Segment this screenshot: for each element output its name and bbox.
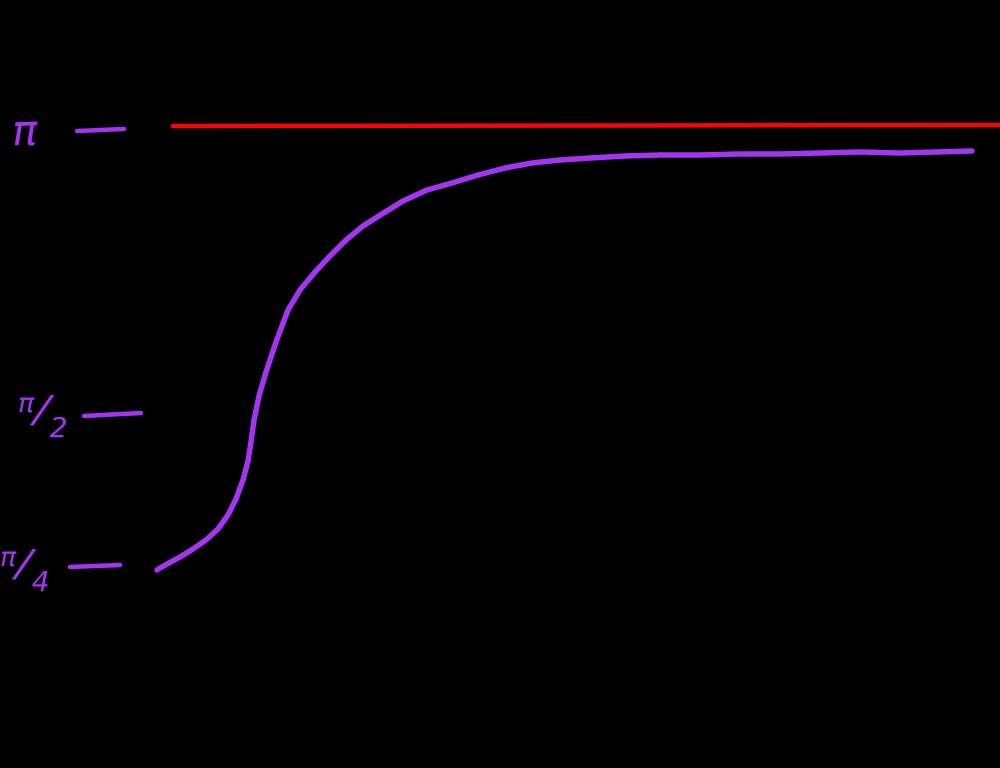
pi-over-4-numerator: π — [0, 542, 17, 573]
curve-polyline — [154, 148, 975, 573]
y-tick-label-pi-over-4: π / 4 — [0, 540, 50, 595]
pi-over-2-denominator: 2 — [49, 411, 68, 444]
y-tick-label-pi: π — [11, 105, 39, 156]
pi-over-4-denominator: 4 — [31, 565, 50, 598]
pi-over-2-slash: / — [32, 386, 52, 434]
pi-over-4-slash: / — [14, 540, 34, 588]
y-tick-label-pi-over-2: π / 2 — [18, 386, 68, 441]
y-axis-tick — [67, 562, 123, 570]
y-axis-tick — [74, 126, 127, 134]
y-axis-tick — [81, 410, 144, 419]
asymptote-line — [170, 122, 1000, 129]
pi-over-2-numerator: π — [18, 388, 35, 419]
